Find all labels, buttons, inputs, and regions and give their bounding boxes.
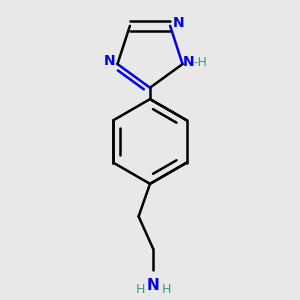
Text: N: N bbox=[103, 55, 115, 68]
Text: -H: -H bbox=[194, 56, 207, 69]
Text: N: N bbox=[172, 16, 184, 30]
Text: N: N bbox=[183, 56, 194, 70]
Text: H: H bbox=[136, 283, 145, 296]
Text: H: H bbox=[162, 283, 171, 296]
Text: N: N bbox=[147, 278, 160, 293]
